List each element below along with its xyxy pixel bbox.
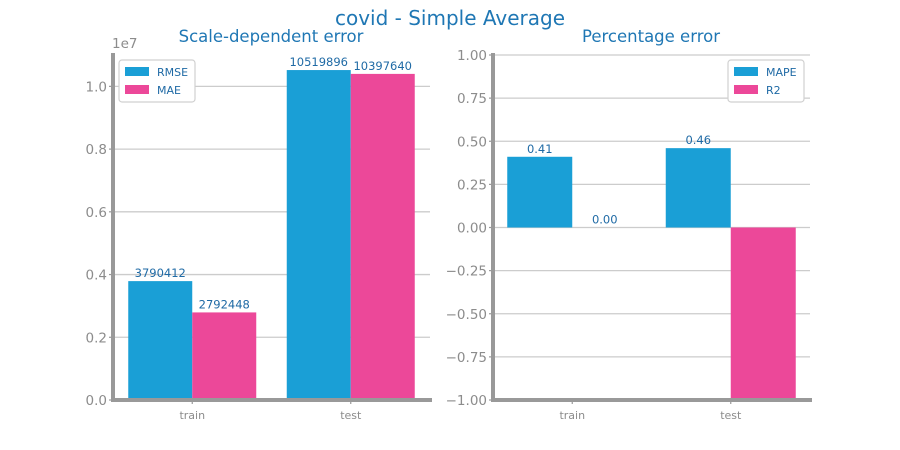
- y-tick-label: −0.25: [446, 264, 487, 280]
- data-label: 2792448: [199, 297, 250, 311]
- y-tick-label: −1.00: [446, 393, 487, 409]
- y-tick-label: 0.2: [86, 330, 107, 346]
- x-tick-label: train: [179, 409, 205, 422]
- data-label: 0.41: [527, 142, 553, 156]
- data-label: 0.00: [592, 213, 618, 227]
- data-label: 10397640: [353, 59, 412, 73]
- y-tick-label: 0.00: [457, 221, 487, 237]
- legend-label-mae: MAE: [157, 84, 181, 97]
- y-tick-label: −0.50: [446, 307, 487, 323]
- y-tick-label: 0.75: [457, 91, 487, 107]
- percentage-error-title: Percentage error: [582, 27, 720, 46]
- legend-swatch-r2: [734, 85, 758, 94]
- x-tick-label: test: [720, 409, 742, 422]
- y-tick-label: 0.4: [86, 268, 107, 284]
- legend-swatch-mae: [125, 85, 149, 94]
- data-label: 10519896: [289, 55, 348, 69]
- y-tick-label: 0.0: [86, 393, 107, 409]
- y-tick-label: 1.00: [457, 48, 487, 64]
- y-offset-label: 1e7: [112, 36, 137, 52]
- y-tick-label: 0.50: [457, 134, 487, 150]
- scale-dependent-error-title: Scale-dependent error: [179, 27, 364, 46]
- bar-r2-test: [730, 227, 796, 400]
- bar-mae-train: [192, 312, 257, 400]
- y-tick-label: 0.8: [86, 142, 107, 158]
- y-tick-label: −0.75: [446, 350, 487, 366]
- scale-dependent-error-chart: Scale-dependent error 1e7 0.0 0.2 0.4 0.6 0.…: [86, 27, 432, 422]
- bar-mape-train: [507, 156, 573, 228]
- data-label: 3790412: [135, 266, 186, 280]
- legend: RMSE MAE: [118, 59, 196, 103]
- bar-rmse-train: [128, 281, 193, 400]
- legend-label-r2: R2: [766, 84, 781, 97]
- x-tick-label: train: [559, 409, 585, 422]
- legend-swatch-rmse: [125, 67, 149, 76]
- legend-label-mape: MAPE: [766, 66, 797, 79]
- y-tick-label: 0.25: [457, 177, 487, 193]
- bar-mae-test: [350, 73, 415, 400]
- y-tick-label: 0.6: [86, 205, 107, 221]
- y-tick-label: 1.0: [86, 79, 107, 95]
- x-tick-label: test: [340, 409, 362, 422]
- bar-mape-test: [665, 148, 731, 228]
- figure-title: covid - Simple Average: [335, 6, 565, 30]
- legend-label-rmse: RMSE: [157, 66, 188, 79]
- percentage-error-chart: Percentage error −1.00 −0.75 −0.50 −0.25 0.0…: [446, 27, 812, 422]
- legend-swatch-mape: [734, 67, 758, 76]
- data-label: 0.46: [685, 133, 711, 147]
- legend: MAPE R2: [727, 59, 805, 103]
- bar-rmse-test: [286, 70, 351, 401]
